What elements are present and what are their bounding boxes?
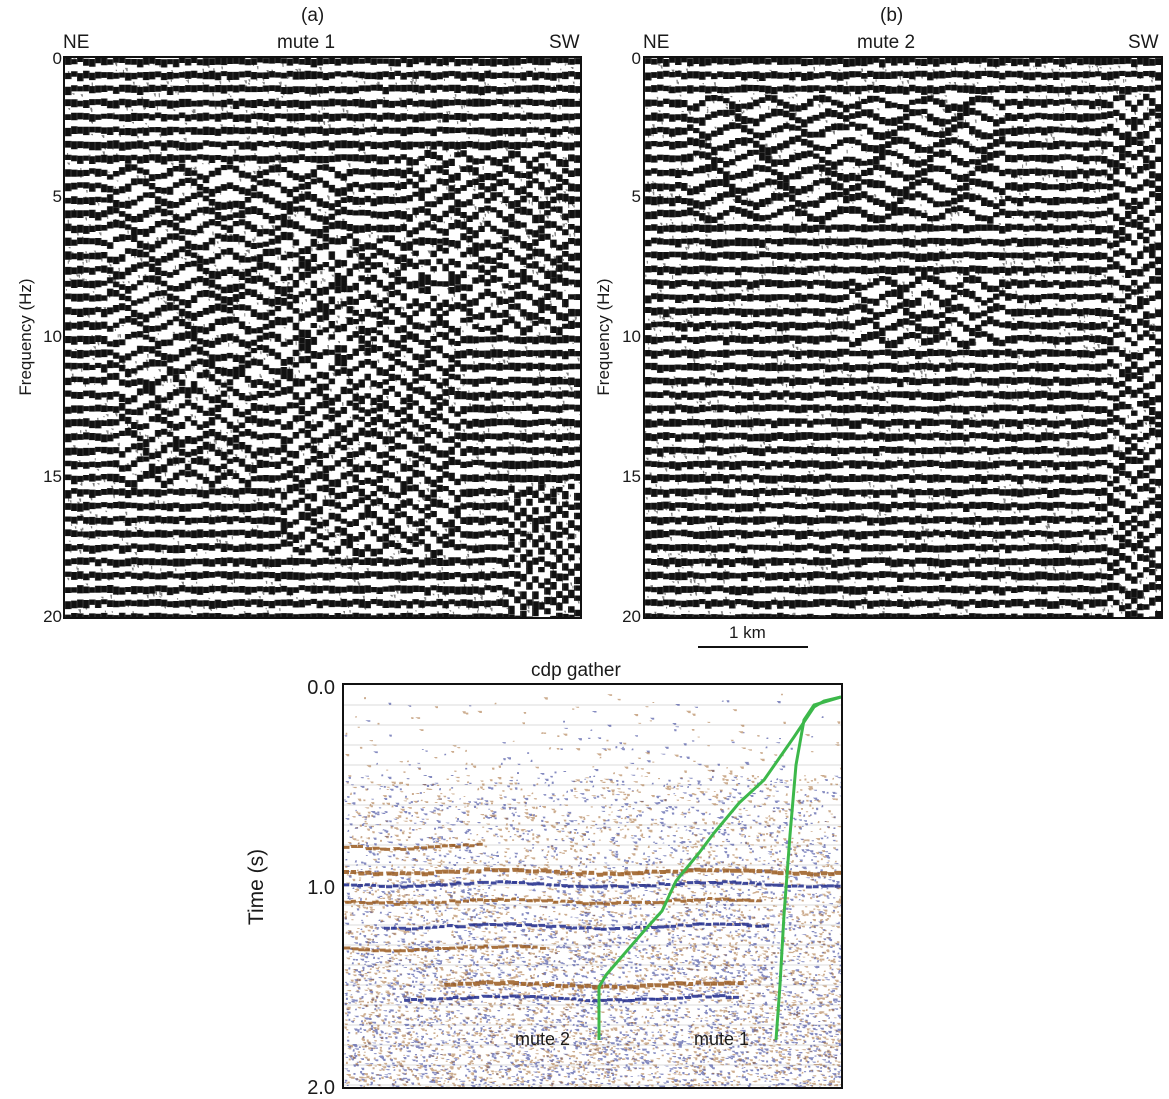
scale-bar <box>698 646 808 648</box>
scale-bar-label: 1 km <box>729 623 766 642</box>
panel-a-seismic-section <box>63 56 582 619</box>
panel-b-ytick: 15 <box>622 467 641 486</box>
panel-c-ytick: 0.0 <box>307 677 335 699</box>
panel-a-letter: (a) <box>301 5 325 26</box>
panel-c-title: cdp gather <box>531 660 621 681</box>
seismic-bands <box>645 58 1161 617</box>
panel-a-wiggle-image <box>65 58 580 617</box>
cdp-gather-section <box>342 683 843 1089</box>
panel-b-ytick: 0 <box>631 49 641 68</box>
panel-b-ytick: 5 <box>631 187 641 206</box>
panel-b-title: mute 2 <box>857 32 916 53</box>
panel-b-seismic-section <box>643 56 1163 619</box>
panel-b-ytick: 10 <box>622 327 641 346</box>
panel-a-right-label: SW <box>549 32 580 53</box>
panel-a-ytick: 20 <box>43 607 62 626</box>
panel-b-right-label: SW <box>1128 32 1159 53</box>
mute-2-label: mute 2 <box>515 1029 571 1049</box>
panel-a-ytick: 0 <box>52 49 62 68</box>
gather-texture <box>344 693 841 1087</box>
panel-a-left-label: NE <box>63 32 90 53</box>
panel-a-title: mute 1 <box>277 32 336 53</box>
panel-b-ylabel: Frequency (Hz) <box>594 278 613 396</box>
seismic-bands <box>65 58 580 617</box>
panel-b-wiggle-image <box>645 58 1161 617</box>
mute-1-label: mute 1 <box>694 1029 750 1049</box>
panel-b-letter: (b) <box>880 5 904 26</box>
panel-b-ytick: 20 <box>622 607 641 626</box>
panel-b-left-label: NE <box>643 32 670 53</box>
panel-a-ytick: 5 <box>52 187 62 206</box>
panel-c-ylabel: Time (s) <box>245 848 268 926</box>
cdp-gather-image <box>344 693 841 1087</box>
mute-1-line <box>774 695 841 1041</box>
panel-c-ytick: 1.0 <box>307 877 335 899</box>
panel-a-ytick: 10 <box>43 327 62 346</box>
panel-c-ytick: 2.0 <box>307 1077 335 1099</box>
panel-a-ytick: 15 <box>43 467 62 486</box>
panel-a-ylabel: Frequency (Hz) <box>16 278 35 396</box>
